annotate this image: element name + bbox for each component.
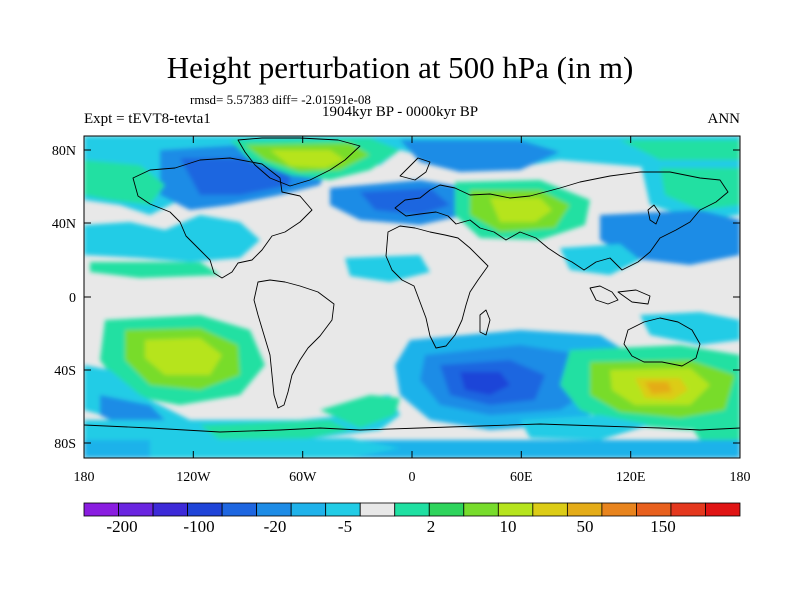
lon-tick-label: 120W	[176, 470, 211, 485]
plot-title: Height perturbation at 500 hPa (in m)	[166, 50, 634, 85]
rmsd-stats-label: rmsd= 5.57383 diff= -2.01591e-08	[190, 92, 371, 107]
colorbar-swatch	[532, 502, 568, 517]
colorbar-swatch	[290, 502, 327, 517]
colorbar-swatch	[187, 502, 223, 517]
colorbar-label: -5	[338, 517, 352, 536]
coastlines	[84, 137, 740, 433]
lon-tick-label: 0	[409, 470, 416, 485]
colorbar-swatch	[428, 502, 465, 517]
lon-tick-label: 180	[730, 470, 751, 485]
colorbar-swatch	[83, 502, 119, 517]
lat-tick-label: 40N	[52, 217, 76, 232]
colorbar	[83, 502, 741, 517]
colorbar-swatch	[325, 502, 361, 517]
lon-tick-label: 60E	[510, 470, 533, 485]
period-label: 1904kyr BP - 0000kyr BP	[322, 104, 479, 120]
season-label: ANN	[707, 111, 741, 127]
lat-tick-label: 0	[69, 291, 76, 306]
colorbar-swatch	[705, 502, 741, 517]
colorbar-swatch	[221, 502, 258, 517]
lat-tick-label: 40S	[54, 364, 76, 379]
colorbar-swatch	[636, 502, 672, 517]
colorbar-swatch	[601, 502, 637, 517]
colorbar-swatch	[394, 502, 430, 517]
colorbar-swatch	[152, 502, 188, 517]
colorbar-swatch	[670, 502, 706, 517]
colorbar-swatch	[497, 502, 534, 517]
colorbar-swatch	[256, 502, 292, 517]
colorbar-label: 150	[650, 517, 676, 536]
lat-tick-label: 80S	[54, 437, 76, 452]
colorbar-swatch	[359, 502, 396, 517]
lat-tick-label: 80N	[52, 144, 76, 159]
colorbar-label: 2	[427, 517, 436, 536]
colorbar-label: 10	[500, 517, 517, 536]
colorbar-swatch	[463, 502, 499, 517]
colorbar-swatch	[566, 502, 603, 517]
experiment-label: Expt = tEVT8-tevta1	[84, 111, 211, 127]
colorbar-label: -100	[183, 517, 214, 536]
colorbar-label: -200	[106, 517, 137, 536]
lon-tick-label: 180	[74, 470, 95, 485]
colorbar-swatch	[118, 502, 154, 517]
lat-axis	[84, 149, 740, 444]
colorbar-label: 50	[577, 517, 594, 536]
lon-tick-label: 60W	[289, 470, 317, 485]
colorbar-label: -20	[264, 517, 287, 536]
lon-axis	[83, 136, 741, 458]
contour-field	[84, 136, 740, 458]
lon-tick-label: 120E	[616, 470, 646, 485]
